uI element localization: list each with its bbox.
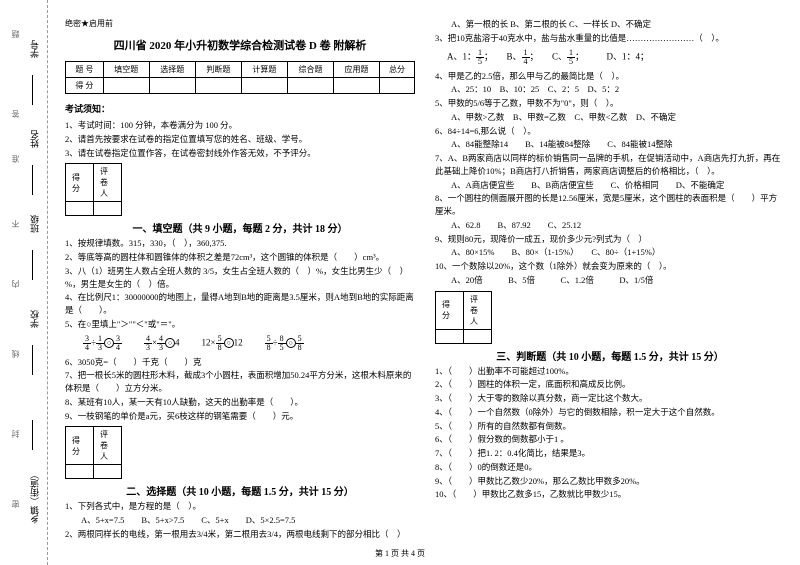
right-column: A、第一根的长 B、第二根的长 C、一样长 D、不确定 3、把10克盐溶于40克… <box>435 18 785 502</box>
th-7: 总分 <box>380 62 415 78</box>
section3-title: 三、判断题（共 10 小题，每题 1.5 分，共计 15 分） <box>435 348 785 363</box>
sb-line1 <box>32 75 33 105</box>
s1-q8: 8、某班有10人，某一天有10人缺勤，这天的出勤率是（ ）。 <box>65 396 415 409</box>
reviewer-box-3: 得分评卷人 <box>435 291 492 344</box>
mk-zhun: 准 <box>10 155 21 163</box>
rv-c1: 得分 <box>66 164 94 202</box>
s3-q7: 7、（ ）把1. 2：0.4化简比，结果是3。 <box>435 447 785 460</box>
s1-q2: 2、等底等高的圆柱体和圆锥体的体积之差是72cm³，这个圆锥的体积是（ ）cm³… <box>65 251 415 264</box>
s3-q5: 5、（ ）所有的自然数都有倒数。 <box>435 420 785 433</box>
s2-q5o: A、甲数>乙数 B、甲数=乙数 C、甲数<乙数 D、不确定 <box>435 111 785 124</box>
mk-mi: 密 <box>10 500 21 508</box>
s3-q4: 4、（ ）一个自然数（0除外）与它的倒数相除，积一定大于这个自然数。 <box>435 406 785 419</box>
s1-q9: 9、一枝钢笔的单价是a元，买6枝这样的钢笔需要（ ）元。 <box>65 410 415 423</box>
s2-q3o: A、1：15； B、14； C、15； D、1：4； <box>435 49 785 66</box>
sb-xz: 乡镇（街道） <box>28 470 41 524</box>
s1-q6: 6、3050克=（ ）千克（ ）克 <box>65 356 415 369</box>
notice-2: 2、请首先按要求在试卷的指定位置填写您的姓名、班级、学号。 <box>65 133 415 146</box>
eq3: 12×58○12 <box>202 335 243 352</box>
s3-q8: 8、（ ）0的倒数还是0。 <box>435 461 785 474</box>
mk-feng: 封 <box>10 430 21 438</box>
section2-title: 二、选择题（共 10 小题，每题 1.5 分，共计 15 分） <box>65 483 415 498</box>
score-header-row: 题 号 填空题 选择题 判断题 计算题 综合题 应用题 总分 <box>66 62 415 78</box>
s3-q10: 10、（ ）甲数比乙数多15，乙数就比甲数少15。 <box>435 488 785 501</box>
s1-q7: 7、把一根长5米的圆柱形木料，截成3个小圆柱，表面积增加50.24平方分米，这根… <box>65 369 415 395</box>
s2-q4o: A、25：10 B、10：25 C、2：5 D、5：2 <box>435 83 785 96</box>
reviewer-box-2: 得分评卷人 <box>65 426 122 479</box>
mk-nei: 内 <box>10 280 21 288</box>
sb-line2 <box>32 165 33 195</box>
s2-q7: 7、A、B两家商店以同样的标价销售同一品牌的手机，在促销活动中，A商店先打九折，… <box>435 152 785 178</box>
th-0: 题 号 <box>66 62 104 78</box>
s3-q6: 6、（ ）假分数的倒数都小于1 。 <box>435 433 785 446</box>
paper-title: 四川省 2020 年小升初数学综合检测试卷 D 卷 附解析 <box>65 37 415 53</box>
row-label: 得 分 <box>66 78 104 94</box>
s2-q2o: A、第一根的长 B、第二根的长 C、一样长 D、不确定 <box>435 18 785 31</box>
s2-q6: 6、84÷14=6,那么说（ ）。 <box>435 125 785 138</box>
score-value-row: 得 分 <box>66 78 415 94</box>
mk-xian: 线 <box>10 350 21 358</box>
sb-line3 <box>32 250 33 280</box>
s3-q2: 2、（ ）圆柱的体积一定，底面积和高成反比例。 <box>435 378 785 391</box>
notice-3: 3、请在试卷指定位置作答，在试卷密封线外作答无效，不予评分。 <box>65 147 415 160</box>
eq4: 58÷85○58 <box>265 335 304 352</box>
th-4: 计算题 <box>241 62 287 78</box>
mk-bu: 不 <box>10 220 21 228</box>
s3-q1: 1、（ ）出勤率不可能超过100%。 <box>435 365 785 378</box>
notice-1: 1、考试时间：100 分钟，本卷满分为 100 分。 <box>65 119 415 132</box>
s1-q5-eqs: 34÷13○34 43×43○4 12×58○12 58÷85○58 <box>65 335 415 352</box>
s1-q1: 1、按规律填数。315，330，（ ），360,375. <box>65 237 415 250</box>
s2-q7o: A、A商店便宜些 B、B商店便宜些 C、价格相同 D、不能确定 <box>435 179 785 192</box>
rv-c2: 评卷人 <box>94 164 122 202</box>
reviewer-box-1: 得分评卷人 <box>65 163 122 216</box>
s2-q1o: A、5+x=7.5 B、5+x>7.5 C、5+x D、5×2.5=7.5 <box>65 514 415 527</box>
s3-q9: 9、（ ）甲数比乙数少20%，那么乙数比甲数多20%。 <box>435 475 785 488</box>
s3-q3: 3、（ ）大于零的数除以真分数，商一定比这个数大。 <box>435 392 785 405</box>
th-6: 应用题 <box>334 62 380 78</box>
score-table: 题 号 填空题 选择题 判断题 计算题 综合题 应用题 总分 得 分 <box>65 61 415 94</box>
confidential-label: 绝密★启用前 <box>65 18 415 29</box>
s2-q8: 8、一个圆柱的侧面展开图的长是12.56厘米，宽是5厘米，这个圆柱的表面积是（ … <box>435 192 785 218</box>
th-5: 综合题 <box>287 62 333 78</box>
section1-title: 一、填空题（共 9 小题，每题 2 分，共计 18 分） <box>65 220 415 235</box>
s1-q3: 3、八（1）班男生人数占全班人数的 3/5，女生占全班人数的（ ）%，女生比男生… <box>65 265 415 291</box>
s2-q6o: A、84能整除14 B、14能被84整除 C、84能被14整除 <box>435 138 785 151</box>
sb-line4 <box>32 345 33 375</box>
s2-q9: 9、规则80元，现降价一成五，现价多少元?列式为（ ） <box>435 233 785 246</box>
sb-xx: 学校 <box>28 310 41 328</box>
binding-sidebar: 学号 姓名 班级 学校 乡镇（街道） 题 答 准 不 内 线 封 密 <box>0 0 48 565</box>
th-3: 判断题 <box>195 62 241 78</box>
s2-q9o: A、80×15% B、80×（1-15%） C、80÷（1+15%） <box>435 246 785 259</box>
eq2: 43×43○4 <box>144 335 180 352</box>
s2-q1: 1、下列各式中，是方程的是（ ）。 <box>65 500 415 513</box>
mk-da: 答 <box>10 110 21 118</box>
mk-ti: 题 <box>10 30 21 38</box>
s2-q3: 3、把10克盐溶于40克水中，盐与盐水重量的比值是……………………（ ）。 <box>435 32 785 45</box>
th-1: 填空题 <box>103 62 149 78</box>
s2-q5: 5、甲数的5/6等于乙数，甲数不为"0"，则（ ）。 <box>435 97 785 110</box>
notice-header: 考试须知： <box>65 102 415 115</box>
sb-xm: 姓名 <box>28 130 41 148</box>
s2-q10o: A、20倍 B、5倍 C、1.2倍 D、1/5倍 <box>435 274 785 287</box>
s2-q4: 4、甲是乙的2.5倍，那么甲与乙的最简比是（ ）。 <box>435 70 785 83</box>
s2-q8o: A、62.8 B、87.92 C、25.12 <box>435 219 785 232</box>
s1-q5: 5、在○里填上"＞""＜"或"＝"。 <box>65 318 415 331</box>
page-footer: 第 1 页 共 4 页 <box>0 548 800 559</box>
sb-bj: 班级 <box>28 215 41 233</box>
s1-q4: 4、在比例尺1：30000000的地图上，量得A地到B地的距离是3.5厘米，则A… <box>65 291 415 317</box>
s2-q2: 2、两根同样长的电线，第一根用去3/4米，第二根用去3/4，两根电线剩下的部分相… <box>65 528 415 541</box>
sb-line5 <box>32 420 33 450</box>
eq1: 34÷13○34 <box>83 335 122 352</box>
sb-xh: 学号 <box>28 40 41 58</box>
s2-q10: 10、一个数除以20%，这个数（1除外）就会变为原来的（ ）。 <box>435 260 785 273</box>
left-column: 绝密★启用前 四川省 2020 年小升初数学综合检测试卷 D 卷 附解析 题 号… <box>65 18 415 542</box>
th-2: 选择题 <box>149 62 195 78</box>
